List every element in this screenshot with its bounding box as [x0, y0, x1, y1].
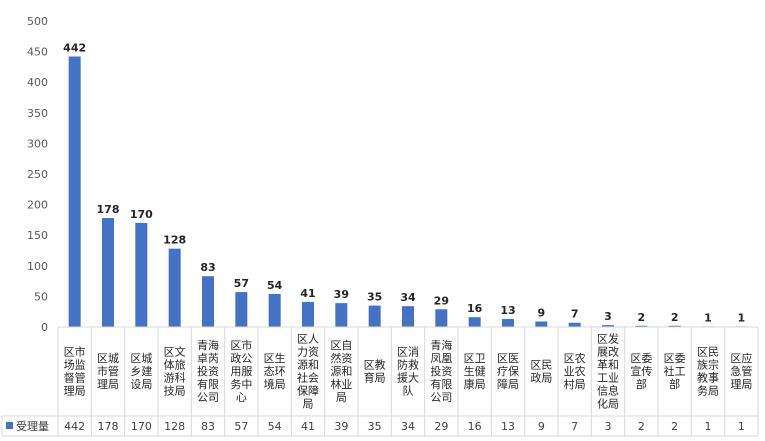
bar: [268, 293, 281, 327]
table-value-cell: 2: [638, 420, 645, 433]
x-category-label: 区民族宗教事务局: [697, 346, 719, 398]
table-value-cell: 54: [268, 420, 282, 433]
bar: [535, 321, 548, 327]
table-value-cell: 57: [234, 420, 248, 433]
bar: [568, 322, 581, 327]
data-label: 178: [97, 203, 120, 216]
x-category-label: 区委宣传部: [630, 352, 652, 391]
table-value-cell: 9: [538, 420, 545, 433]
bar: [402, 306, 414, 327]
bar: [168, 248, 181, 327]
x-category-label: 区市政公用服务中心: [230, 338, 252, 404]
table-value-cell: 16: [468, 420, 482, 433]
data-label: 1: [704, 311, 712, 324]
bar: [635, 325, 648, 327]
bar: [502, 319, 514, 327]
data-label: 16: [467, 302, 483, 315]
table-value-cell: 39: [334, 420, 348, 433]
data-label: 3: [604, 310, 612, 323]
table-value-cell: 13: [501, 420, 515, 433]
data-label: 34: [400, 291, 416, 304]
x-category-label: 区自然资源和林业局: [330, 339, 352, 404]
x-category-label: 区卫生健康局: [464, 352, 486, 391]
data-label: 41: [300, 287, 315, 300]
data-label: 7: [571, 308, 579, 321]
x-category-label: 区农业农村局: [564, 351, 586, 391]
data-label: 39: [334, 288, 349, 301]
table-value-cell: 1: [705, 420, 712, 433]
y-tick-label: 50: [34, 290, 48, 303]
table-value-cell: 442: [64, 420, 85, 433]
y-tick-label: 0: [41, 321, 48, 334]
table-value-cell: 7: [571, 420, 578, 433]
y-tick-label: 300: [27, 137, 48, 150]
x-category-label: 区人力资源和社会保障局: [297, 333, 319, 411]
bar: [302, 301, 314, 327]
table-value-cell: 1: [738, 420, 745, 433]
table-value-cell: 2: [671, 420, 678, 433]
x-category-label: 区委社工部: [664, 352, 686, 391]
data-label: 57: [234, 277, 249, 290]
data-label: 9: [538, 306, 546, 319]
x-category-label: 区发展改革和工业信息化局: [597, 332, 619, 411]
x-category-label: 区应急管理局: [730, 351, 752, 391]
y-tick-label: 250: [27, 168, 48, 181]
x-category-label: 区市场监督管理局: [64, 345, 86, 398]
data-table: 区市场监督管理局区城市管理局区城乡建设局区文体旅游科技局青海卓芮投资有限公司区市…: [1, 326, 759, 437]
bar: [368, 305, 381, 327]
x-category-label: 区城市管理局: [97, 352, 119, 391]
y-tick-label: 350: [27, 107, 48, 120]
y-tick-label: 150: [27, 229, 48, 242]
data-label: 170: [130, 208, 153, 221]
data-label: 54: [267, 279, 283, 292]
y-tick-label: 450: [27, 46, 48, 59]
table-value-cell: 178: [98, 420, 119, 433]
y-tick-label: 500: [27, 15, 48, 28]
table-value-cell: 41: [301, 420, 315, 433]
y-tick-label: 100: [27, 260, 48, 273]
table-value-cell: 29: [434, 420, 448, 433]
bar: [135, 222, 148, 327]
x-category-label: 区消防救援大队: [397, 345, 419, 398]
table-value-cell: 170: [131, 420, 152, 433]
data-label: 128: [163, 234, 186, 247]
x-category-label: 青海卓芮投资有限公司: [197, 338, 219, 404]
data-label: 29: [434, 294, 449, 307]
bar: [335, 303, 348, 327]
bar: [68, 56, 81, 327]
y-tick-label: 200: [27, 199, 48, 212]
table-value-cell: 83: [201, 420, 215, 433]
y-axis: 0 50 100 150 200 250 300 350 400 450 500: [27, 15, 48, 334]
x-category-label: 青海凤凰投资有限公司: [430, 338, 452, 404]
bar: [668, 325, 681, 327]
legend-label: 受理量: [16, 420, 49, 433]
legend-swatch: [6, 422, 13, 429]
x-category-label: 区生态环境局: [264, 351, 286, 391]
table-value-cell: 3: [605, 420, 612, 433]
data-label: 83: [200, 261, 215, 274]
bar-series: 442 178 170 128 83 57 54 41 39 35 34 29 16 13 9 7 3 2 2 1 1: [63, 41, 748, 327]
data-label: 442: [63, 41, 86, 54]
data-label: 2: [671, 311, 679, 324]
x-category-label: 区教育局: [364, 359, 386, 385]
x-category-label: 区民政局: [530, 359, 552, 385]
bar: [102, 218, 114, 327]
x-category-label: 区医疗保障局: [497, 352, 519, 391]
data-label: 13: [500, 304, 515, 317]
bar: [602, 325, 614, 327]
x-category-label: 区城乡建设局: [130, 352, 152, 391]
data-label: 35: [367, 291, 382, 304]
y-tick-label: 400: [27, 76, 48, 89]
bar: [435, 309, 448, 327]
table-value-cell: 34: [401, 420, 415, 433]
bar: [235, 292, 248, 327]
x-category-label: 区文体旅游科技局: [164, 345, 186, 398]
data-label: 2: [638, 311, 646, 324]
data-label: 1: [738, 311, 746, 324]
bar: [468, 317, 481, 327]
table-value-cell: 128: [164, 420, 185, 433]
table-value-cell: 35: [368, 420, 382, 433]
bar: [202, 276, 214, 327]
